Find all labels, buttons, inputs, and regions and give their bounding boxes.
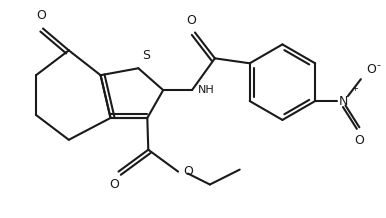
- Text: O: O: [110, 177, 119, 191]
- Text: O: O: [354, 134, 364, 147]
- Text: +: +: [351, 84, 358, 93]
- Text: -: -: [377, 60, 381, 70]
- Text: O: O: [36, 9, 46, 22]
- Text: S: S: [142, 49, 150, 62]
- Text: NH: NH: [198, 85, 215, 95]
- Text: O: O: [186, 14, 196, 27]
- Text: N: N: [338, 95, 348, 107]
- Text: O: O: [366, 63, 376, 76]
- Text: O: O: [183, 165, 193, 178]
